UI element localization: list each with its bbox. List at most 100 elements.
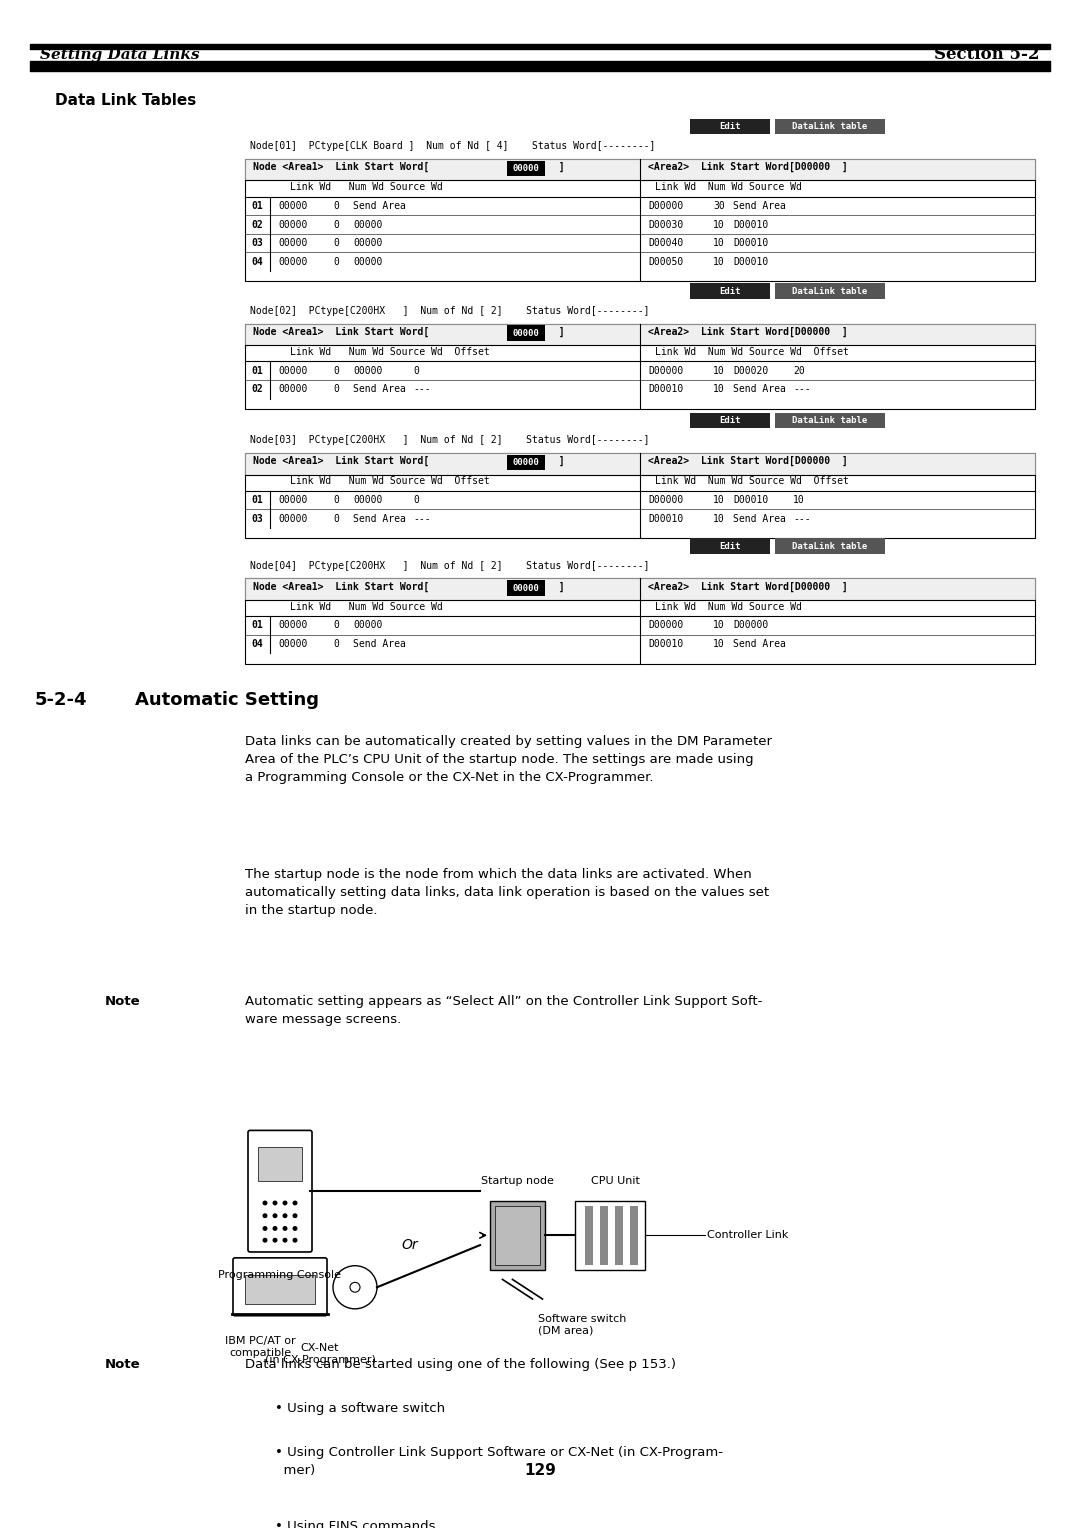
Circle shape	[293, 1225, 297, 1232]
Text: DataLink table: DataLink table	[793, 541, 867, 550]
Text: 00000: 00000	[278, 620, 308, 631]
Text: 10: 10	[713, 639, 725, 649]
Bar	[630, 1206, 638, 1265]
Text: 00000: 00000	[278, 238, 308, 248]
FancyBboxPatch shape	[690, 119, 770, 134]
Circle shape	[262, 1238, 268, 1242]
Text: 00000: 00000	[278, 200, 308, 211]
Text: D00000: D00000	[733, 620, 768, 631]
Text: 5-2-4: 5-2-4	[35, 691, 87, 709]
Text: D00010: D00010	[648, 513, 684, 524]
Text: 0: 0	[333, 365, 339, 376]
Bar	[575, 1201, 645, 1270]
FancyBboxPatch shape	[690, 413, 770, 428]
Text: D00000: D00000	[648, 620, 684, 631]
Text: Data links can be started using one of the following (See p 153.): Data links can be started using one of t…	[245, 1358, 676, 1371]
Text: IBM PC/AT or
compatible: IBM PC/AT or compatible	[225, 1337, 295, 1358]
Circle shape	[350, 1282, 360, 1293]
FancyBboxPatch shape	[775, 413, 885, 428]
Text: 0: 0	[333, 513, 339, 524]
Text: 00000: 00000	[353, 238, 382, 248]
Text: 10: 10	[713, 620, 725, 631]
Bar	[490, 1201, 545, 1270]
Text: 30: 30	[713, 200, 725, 211]
Text: 00000: 00000	[278, 513, 308, 524]
Text: 10: 10	[793, 495, 805, 506]
Bar	[245, 579, 1035, 663]
Text: 01: 01	[252, 620, 264, 631]
Circle shape	[333, 1265, 377, 1309]
Text: D00000: D00000	[648, 365, 684, 376]
Text: 20: 20	[793, 365, 805, 376]
Text: Send Area: Send Area	[353, 639, 406, 649]
Text: 03: 03	[252, 513, 264, 524]
Text: 02: 02	[252, 220, 264, 229]
Text: 0: 0	[333, 384, 339, 394]
Text: Data Link Tables: Data Link Tables	[55, 93, 197, 108]
Text: D00010: D00010	[648, 639, 684, 649]
Text: Link Wd  Num Wd Source Wd: Link Wd Num Wd Source Wd	[654, 182, 801, 193]
Text: 10: 10	[713, 238, 725, 248]
Bar	[507, 455, 545, 471]
Text: Link Wd  Num Wd Source Wd: Link Wd Num Wd Source Wd	[654, 602, 801, 613]
Bar	[585, 1206, 593, 1265]
Bar	[495, 1206, 540, 1265]
Text: Startup node: Startup node	[481, 1177, 554, 1186]
Text: 00000: 00000	[278, 495, 308, 506]
Text: • Using FINS commands.: • Using FINS commands.	[275, 1520, 440, 1528]
Text: 0: 0	[333, 200, 339, 211]
Text: 00000: 00000	[353, 257, 382, 267]
Text: Send Area: Send Area	[733, 639, 786, 649]
Text: ---: ---	[793, 384, 811, 394]
Text: Link Wd   Num Wd Source Wd  Offset: Link Wd Num Wd Source Wd Offset	[291, 477, 489, 486]
Text: Node <Area1>  Link Start Word[: Node <Area1> Link Start Word[	[253, 327, 429, 336]
Text: D00030: D00030	[648, 220, 684, 229]
Circle shape	[293, 1213, 297, 1218]
Text: 00000: 00000	[353, 220, 382, 229]
FancyBboxPatch shape	[775, 119, 885, 134]
Text: Node <Area1>  Link Start Word[: Node <Area1> Link Start Word[	[253, 455, 429, 466]
Text: Link Wd  Num Wd Source Wd  Offset: Link Wd Num Wd Source Wd Offset	[654, 347, 849, 358]
Text: 04: 04	[252, 257, 264, 267]
Circle shape	[283, 1213, 287, 1218]
Text: 10: 10	[713, 495, 725, 506]
Text: 00000: 00000	[513, 329, 539, 338]
Text: 10: 10	[713, 384, 725, 394]
Text: <Area2>  Link Start Word[D00000  ]: <Area2> Link Start Word[D00000 ]	[648, 455, 848, 466]
Text: 0: 0	[333, 220, 339, 229]
Text: 01: 01	[252, 365, 264, 376]
Text: D00010: D00010	[648, 384, 684, 394]
Text: 03: 03	[252, 238, 264, 248]
Text: Note: Note	[105, 1358, 140, 1371]
Text: Send Area: Send Area	[733, 384, 786, 394]
FancyBboxPatch shape	[775, 538, 885, 555]
Text: D00020: D00020	[733, 365, 768, 376]
Circle shape	[272, 1238, 278, 1242]
Text: ]: ]	[546, 455, 565, 466]
Text: D00010: D00010	[733, 220, 768, 229]
Text: • Using a software switch: • Using a software switch	[275, 1403, 445, 1415]
Circle shape	[283, 1225, 287, 1232]
Text: ]: ]	[546, 327, 565, 336]
Bar	[245, 159, 1035, 281]
Text: D00010: D00010	[733, 495, 768, 506]
Text: Programming Console: Programming Console	[218, 1270, 341, 1279]
Text: 00000: 00000	[278, 365, 308, 376]
Text: 0: 0	[333, 620, 339, 631]
Text: DataLink table: DataLink table	[793, 287, 867, 296]
Circle shape	[272, 1213, 278, 1218]
Circle shape	[283, 1238, 287, 1242]
Text: 00000: 00000	[278, 384, 308, 394]
Text: <Area2>  Link Start Word[D00000  ]: <Area2> Link Start Word[D00000 ]	[648, 581, 848, 591]
FancyBboxPatch shape	[690, 283, 770, 299]
Text: Edit: Edit	[719, 541, 741, 550]
Text: Send Area: Send Area	[353, 200, 406, 211]
Text: ---: ---	[793, 513, 811, 524]
Bar	[245, 452, 1035, 538]
Text: 0: 0	[333, 639, 339, 649]
Circle shape	[262, 1213, 268, 1218]
Text: Or: Or	[402, 1238, 418, 1251]
Circle shape	[262, 1225, 268, 1232]
Text: D00010: D00010	[733, 257, 768, 267]
Text: 129: 129	[524, 1464, 556, 1479]
